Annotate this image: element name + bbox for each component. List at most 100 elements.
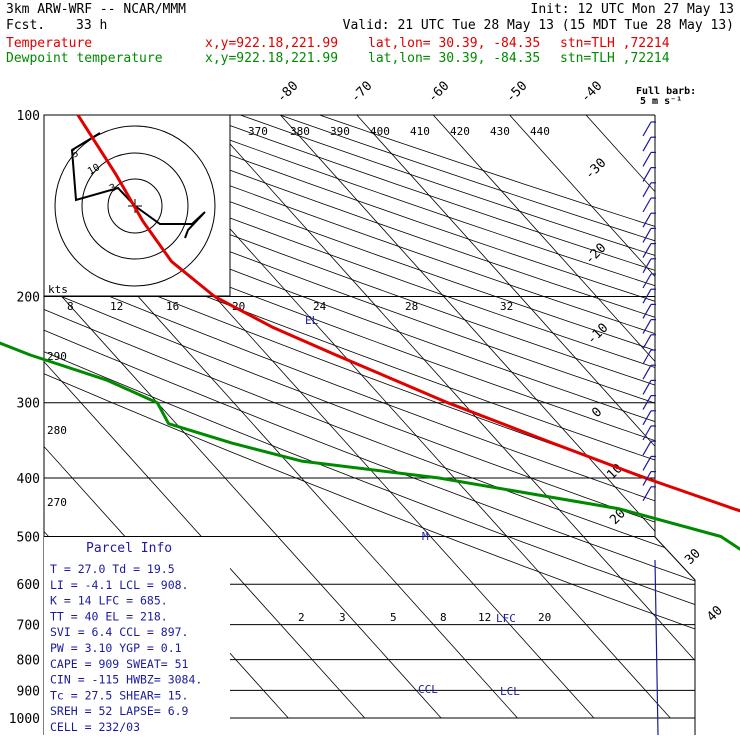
dry-adiabat-line [279,115,695,719]
mixing-ratio-labels: 2 3 5 8 12 20 [298,611,551,624]
dry-adiabat-line [44,115,695,719]
dry-adiabat-line [44,115,695,719]
dry-adiabat-line [44,115,695,719]
theta-label-380: 380 [290,125,310,138]
dry-adiabat-line [200,115,695,719]
parcel-info-row: CELL = 232/03 [50,720,140,734]
temp-tick-30: 30 [682,546,704,568]
temperature-legend: Temperature [6,36,93,51]
lcl-annotation: LCL [500,685,520,698]
hodo-ring-label-3: 3 [108,182,119,195]
valid-time: Valid: 21 UTC Tue 28 May 13 (15 MDT Tue … [342,18,734,33]
theta-label-270: 270 [47,496,67,509]
wind-barb [642,182,652,198]
wind-barb [642,440,652,456]
dry-adiabat-line [44,115,695,719]
mixing-ratio-3: 3 [339,611,346,624]
temperature-station: stn=TLH ,72214 [560,36,670,51]
wind-barb [642,380,652,395]
wind-barb [642,258,652,274]
parcel-info-row: Tc = 27.5 SHEAR= 15. [50,688,188,702]
temp-tick--50: -50 [503,79,530,106]
parcel-info-row: PW = 3.10 YGP = 0.1 [50,641,182,655]
temp-tick--30: -30 [582,156,609,183]
hodo-speed-12: 12 [110,300,123,313]
wind-barb [642,152,652,167]
temp-tick--60: -60 [425,79,452,106]
theta-label-390: 390 [330,125,350,138]
dry-adiabat-line [44,115,695,719]
pressure-label: 500 [17,530,40,545]
dry-adiabat-line [44,115,695,719]
wind-barb [642,167,652,182]
theta-label-280: 280 [47,424,67,437]
wind-barb-staff [654,559,659,736]
isotherm-line [44,115,442,719]
pressure-label: 700 [17,619,40,634]
wind-barb [642,456,652,471]
wind-barb [642,136,652,152]
m-annotation: M [422,530,429,543]
dry-adiabat-line [44,115,695,719]
pressure-label: 900 [17,684,40,699]
theta-label-290: 290 [47,350,67,363]
temperature-latlon: lat,lon= 30.39, -84.35 [368,36,541,51]
init-time: Init: 12 UTC Mon 27 May 13 [530,2,735,17]
sounding-series [0,114,740,551]
parcel-info-row: CAPE = 909 SWEAT= 51 [50,657,189,671]
wind-barb [642,228,652,243]
model-title: 3km ARW-WRF -- NCAR/MMM [6,2,187,17]
isotherm-line [356,115,695,719]
forecast-label: Fcst. [6,18,46,33]
mixing-ratio-12: 12 [478,611,491,624]
mixing-ratio-20: 20 [538,611,551,624]
dry-adiabat-line [44,115,695,719]
right-border [654,115,696,735]
parcel-info-box: Parcel Info T = 27.0 Td = 19.5 LI = -4.1 … [44,537,230,735]
parcel-info-title: Parcel Info [86,541,172,556]
hodo-speed-24: 24 [313,300,327,313]
theta-label-440: 440 [530,125,550,138]
hodo-speed-8: 8 [67,300,74,313]
parcel-info-row: K = 14 LFC = 685. [50,594,168,608]
wind-barb [642,349,652,365]
parcel-info-row: CIN = -115 HWBZ= 3084. [50,673,202,687]
hodo-ring-label-10: 10 [86,162,102,178]
dry-adiabat-line [44,115,695,719]
wind-barb [642,471,652,486]
theta-label-370: 370 [248,125,268,138]
barb-unit: 5 m s⁻¹ [640,96,682,107]
theta-label-430: 430 [490,125,510,138]
isotherm-line [585,115,695,719]
dewpoint-station: stn=TLH ,72214 [560,51,670,66]
temp-tick--40: -40 [578,79,605,106]
isotherm-line [44,115,365,719]
el-annotation: EL [305,314,319,327]
hodograph: 10 5 3 [43,114,231,297]
wind-barb [642,243,652,258]
pressure-label: 400 [17,472,40,487]
parcel-info-row: SREH = 52 LAPSE= 6.9 [50,704,189,718]
isotherm-line [280,115,695,719]
dewpoint-line [0,341,740,551]
dry-adiabat-line [44,115,695,719]
wind-barb [642,334,652,350]
temperature-ticks: -80 -70 -60 -50 -40 -30 -20 -10 0 10 20 … [274,79,726,625]
temp-tick--10: -10 [584,321,611,348]
theta-labels: 370 380 390 400 410 420 430 440 290 280 … [47,125,550,509]
temp-tick--70: -70 [348,79,375,106]
wind-barb [642,319,652,334]
dry-adiabat-line [161,115,695,719]
pressure-label: 200 [17,291,40,306]
ccl-annotation: CCL [418,683,438,696]
hodo-speed-16: 16 [166,300,179,313]
mixing-ratio-2: 2 [298,611,305,624]
temperature-line [76,114,740,513]
hodo-speed-unit: kts [48,283,68,296]
forecast-hour: 33 h [76,18,108,33]
level-annotations: EL LFC LCL CCL M [305,314,520,698]
temp-tick--20: -20 [582,241,609,268]
hodo-ring-label-5: 5 [70,148,81,161]
wind-barb [642,425,652,441]
